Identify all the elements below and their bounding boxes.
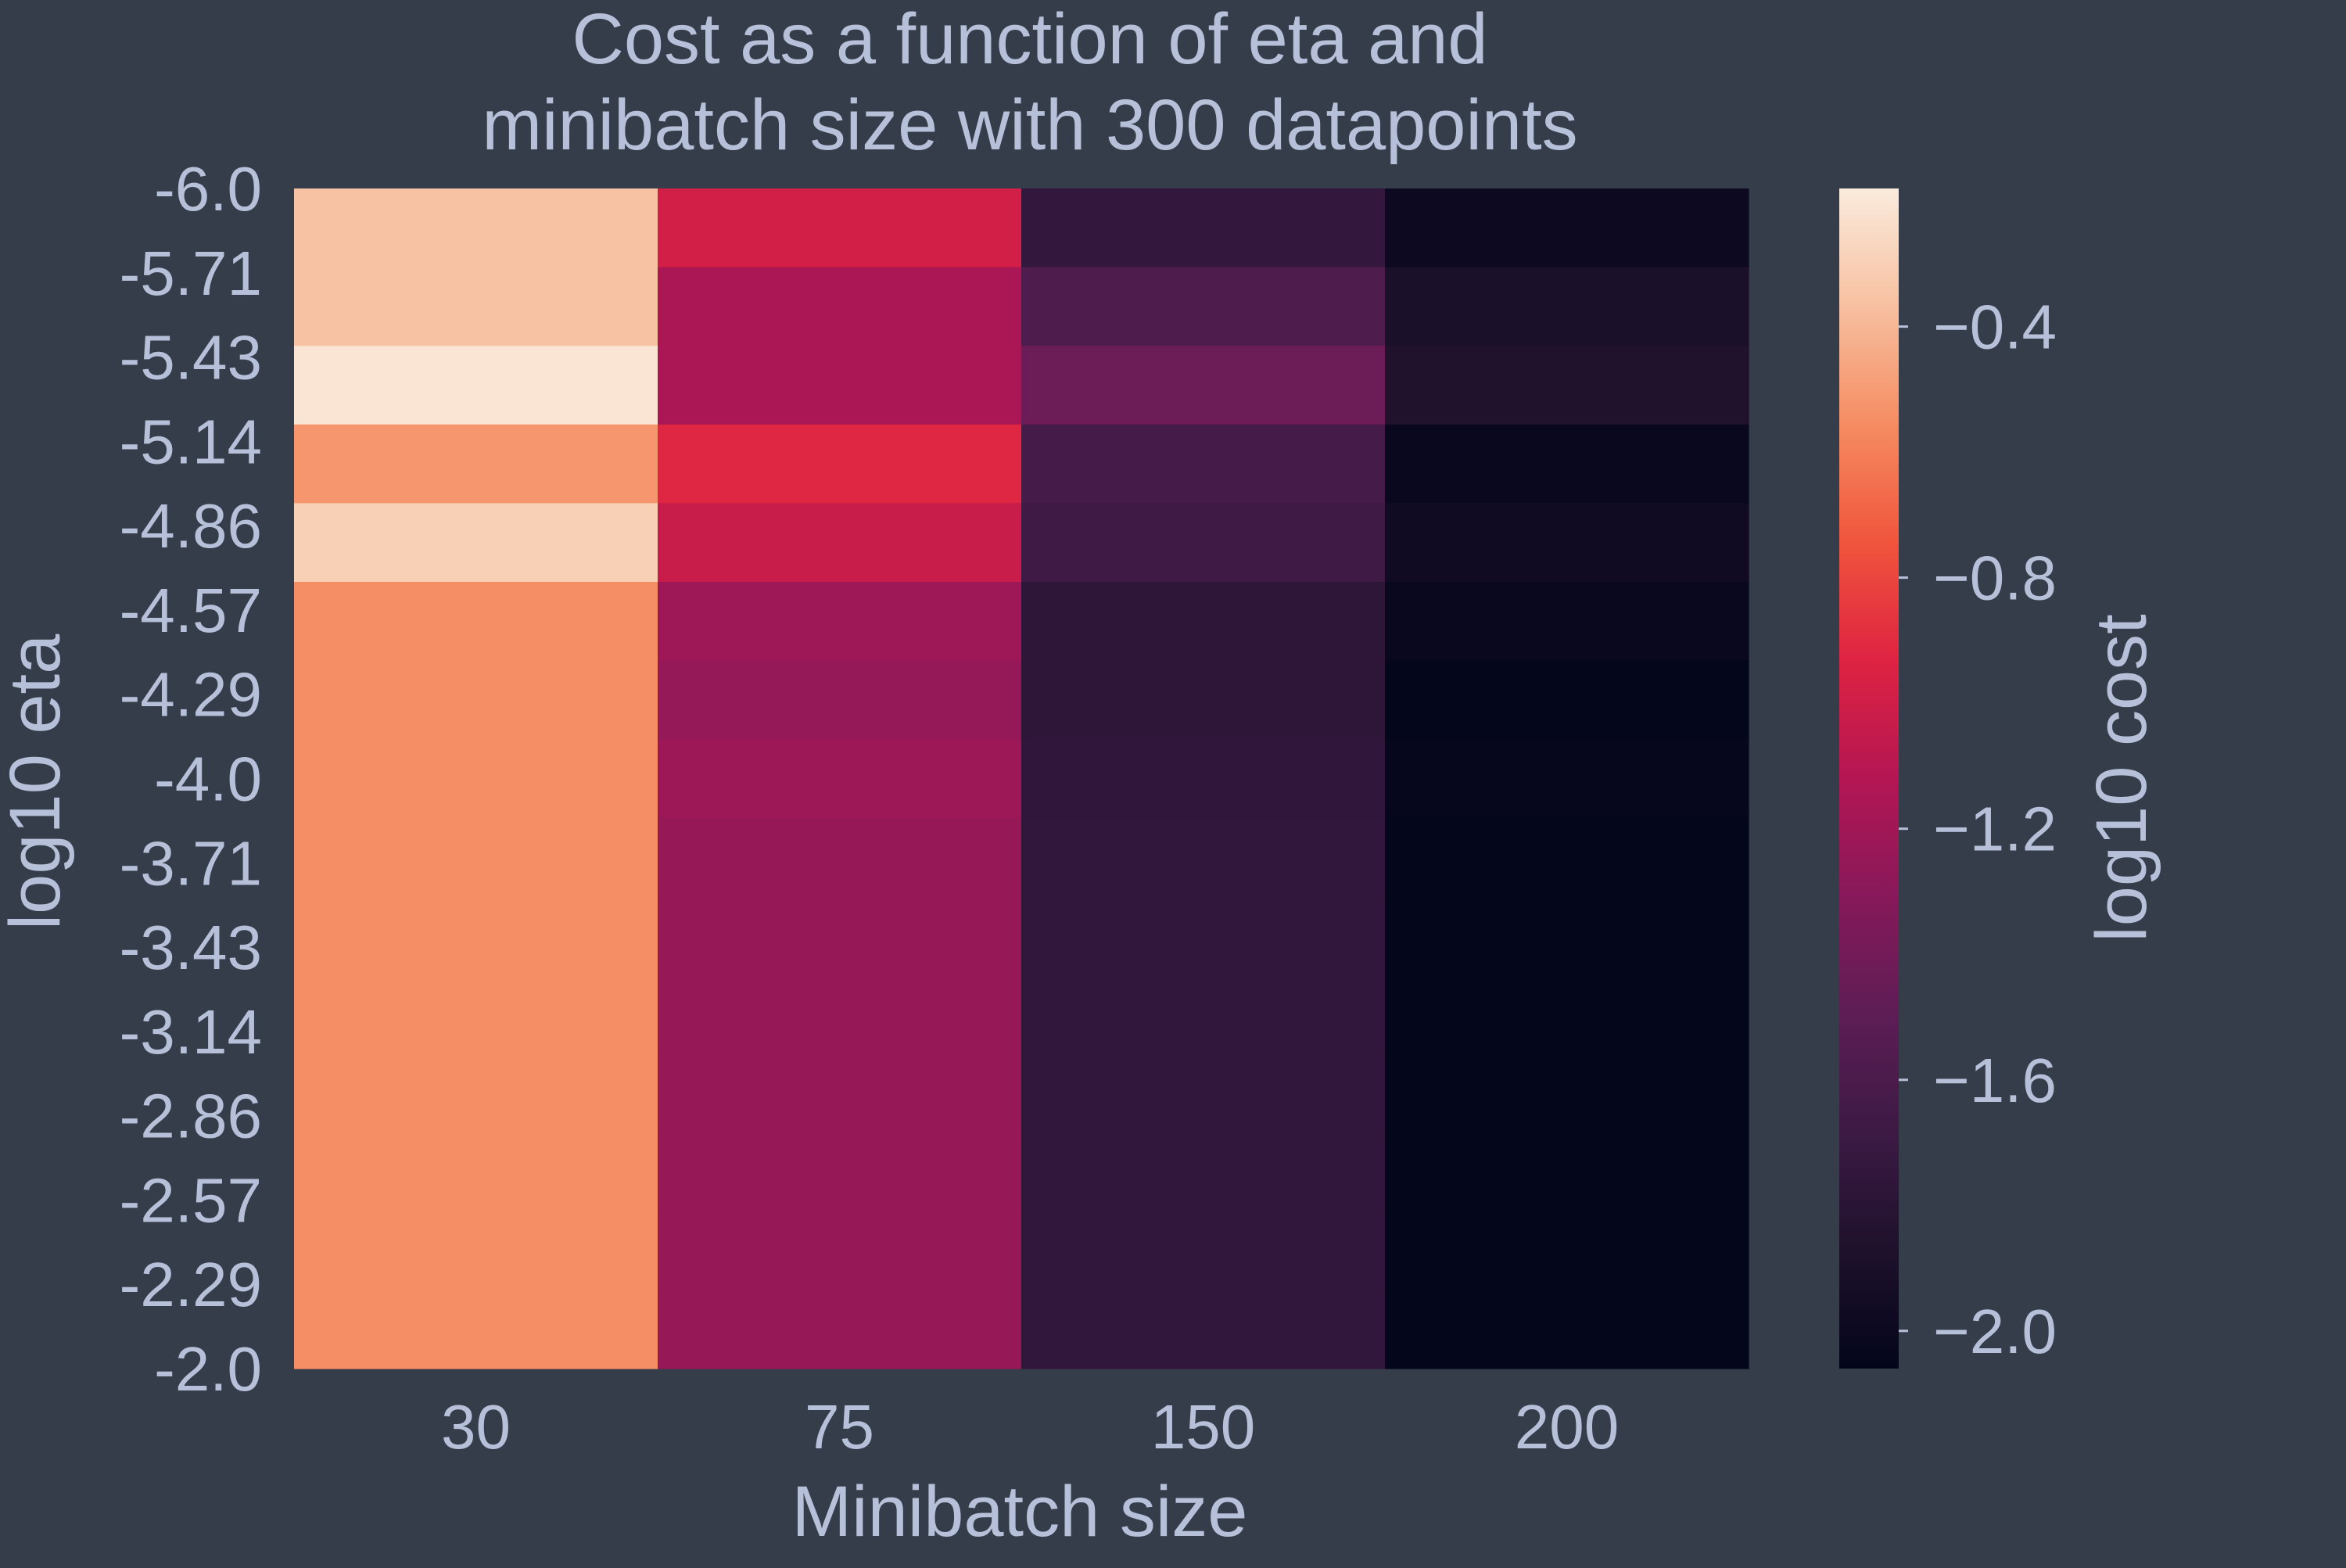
heatmap-cell bbox=[294, 1053, 658, 1133]
heatmap-cell bbox=[658, 267, 1022, 346]
y-tick-label: -2.0 bbox=[154, 1334, 262, 1404]
heatmap-cell bbox=[1021, 739, 1386, 819]
heatmap-cell bbox=[1385, 582, 1749, 662]
colorbar-tick-label: −1.6 bbox=[1933, 1046, 2057, 1115]
heatmap-cell bbox=[1021, 424, 1386, 504]
heatmap-cell bbox=[1385, 975, 1749, 1055]
colorbar-tick-label: −0.8 bbox=[1933, 544, 2057, 613]
heatmap-cell bbox=[294, 1290, 658, 1369]
y-tick-label: -3.14 bbox=[120, 997, 262, 1067]
heatmap-cell bbox=[658, 660, 1022, 740]
heatmap-cell bbox=[658, 1290, 1022, 1369]
y-tick-label: -4.29 bbox=[120, 660, 262, 730]
y-tick-label: -2.86 bbox=[120, 1082, 262, 1151]
heatmap-cell bbox=[1021, 1132, 1386, 1212]
heatmap-cell bbox=[658, 817, 1022, 897]
heatmap-cell bbox=[1385, 424, 1749, 504]
heatmap-cell bbox=[1021, 267, 1386, 346]
y-tick-label: -4.86 bbox=[120, 491, 262, 561]
heatmap-cell bbox=[658, 1211, 1022, 1290]
heatmap-cell bbox=[1385, 1211, 1749, 1290]
heatmap-cell bbox=[1385, 660, 1749, 740]
y-tick-label: -4.57 bbox=[120, 576, 262, 645]
colorbar-tick-labels: −0.4 −0.8 −1.2 −1.6 −2.0 bbox=[1899, 292, 2057, 1366]
y-tick-labels: -6.0 -5.71 -5.43 -5.14 -4.86 -4.57 -4.29 -4.0 -3… bbox=[120, 154, 262, 1404]
y-tick-label: -5.71 bbox=[120, 239, 262, 308]
x-tick-label: 75 bbox=[805, 1392, 874, 1462]
heatmap-cell bbox=[1021, 1211, 1386, 1290]
heatmap-cell bbox=[294, 267, 658, 346]
x-tick-labels: 30 75 150 200 bbox=[441, 1392, 1619, 1462]
x-axis-label: Minibatch size bbox=[792, 1472, 1248, 1552]
heatmap-cell bbox=[1385, 1290, 1749, 1369]
y-tick-label: -2.57 bbox=[120, 1165, 262, 1235]
heatmap-cell bbox=[1385, 896, 1749, 976]
heatmap-cell bbox=[1021, 503, 1386, 583]
y-tick-label: -6.0 bbox=[154, 154, 262, 224]
heatmap-cell bbox=[1385, 739, 1749, 819]
heatmap-cell bbox=[658, 346, 1022, 425]
heatmap-cell bbox=[658, 188, 1022, 268]
heatmap-cell bbox=[294, 188, 658, 268]
y-tick-label: -2.29 bbox=[120, 1250, 262, 1319]
heatmap-cell bbox=[1021, 188, 1386, 268]
heatmap-cell bbox=[294, 1132, 658, 1212]
heatmap-cell bbox=[1021, 346, 1386, 425]
heatmap-cell bbox=[294, 503, 658, 583]
heatmap-cell bbox=[1385, 267, 1749, 346]
heatmap-cell bbox=[1021, 1053, 1386, 1133]
heatmap-cell bbox=[658, 503, 1022, 583]
heatmap-cell bbox=[658, 1053, 1022, 1133]
x-tick-label: 200 bbox=[1515, 1392, 1619, 1462]
heatmap-cell bbox=[1385, 188, 1749, 268]
y-tick-label: -3.43 bbox=[120, 913, 262, 982]
heatmap-cell bbox=[294, 739, 658, 819]
heatmap-cell bbox=[658, 896, 1022, 976]
heatmap-cell bbox=[294, 817, 658, 897]
heatmap-cell bbox=[294, 346, 658, 425]
heatmap-cell bbox=[1021, 660, 1386, 740]
x-tick-label: 30 bbox=[441, 1392, 511, 1462]
heatmap-cell bbox=[1385, 1132, 1749, 1212]
colorbar-label: log10 cost bbox=[2082, 614, 2161, 942]
heatmap-cell bbox=[658, 739, 1022, 819]
heatmap-cell bbox=[658, 1132, 1022, 1212]
heatmap-cell bbox=[294, 1211, 658, 1290]
colorbar bbox=[1839, 188, 1899, 1369]
heatmap-cell bbox=[1021, 975, 1386, 1055]
y-tick-label: -5.43 bbox=[120, 323, 262, 393]
chart-title-line-1: Cost as a function of eta and bbox=[572, 0, 1487, 79]
heatmap-cell bbox=[1385, 1053, 1749, 1133]
heatmap-cell bbox=[1385, 346, 1749, 425]
colorbar-tick-label: −2.0 bbox=[1933, 1297, 2057, 1366]
heatmap-cell bbox=[658, 975, 1022, 1055]
y-tick-label: -4.0 bbox=[154, 745, 262, 814]
heatmap-cell bbox=[294, 660, 658, 740]
heatmap-cell bbox=[1385, 503, 1749, 583]
colorbar-tick-label: −0.4 bbox=[1933, 292, 2057, 362]
heatmap-cells bbox=[294, 188, 1749, 1369]
heatmap-cell bbox=[1021, 817, 1386, 897]
chart-title-line-2: minibatch size with 300 datapoints bbox=[482, 85, 1577, 165]
heatmap-cell bbox=[294, 975, 658, 1055]
heatmap-cell bbox=[658, 582, 1022, 662]
heatmap-cell bbox=[1021, 896, 1386, 976]
heatmap-cell bbox=[658, 424, 1022, 504]
heatmap-cell bbox=[294, 896, 658, 976]
heatmap-cell bbox=[1021, 1290, 1386, 1369]
y-axis-label: log10 eta bbox=[0, 633, 75, 930]
y-tick-label: -5.14 bbox=[120, 407, 262, 476]
heatmap-cell bbox=[1385, 817, 1749, 897]
heatmap-cell bbox=[294, 424, 658, 504]
x-tick-label: 150 bbox=[1151, 1392, 1255, 1462]
heatmap-cell bbox=[294, 582, 658, 662]
y-tick-label: -3.71 bbox=[120, 828, 262, 898]
colorbar-tick-label: −1.2 bbox=[1933, 795, 2057, 864]
heatmap-cell bbox=[1021, 582, 1386, 662]
